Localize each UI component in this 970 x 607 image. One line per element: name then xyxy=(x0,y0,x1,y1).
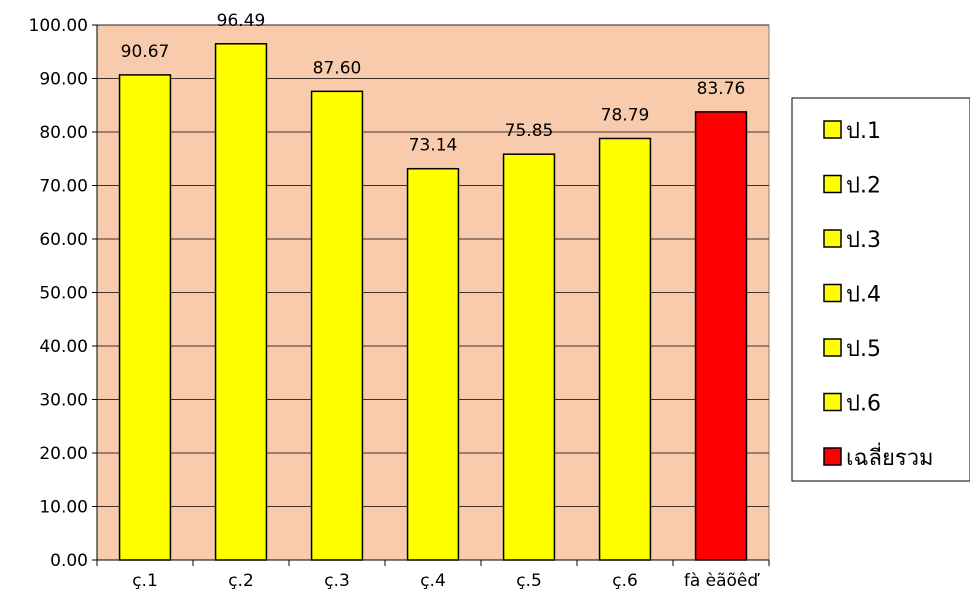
x-tick-label: ç.2 xyxy=(228,571,254,591)
bar xyxy=(502,153,556,561)
x-tick-label: ç.5 xyxy=(516,571,542,591)
x-tick-label: fà èãõêď xyxy=(684,571,761,591)
y-tick-label: 50.00 xyxy=(39,284,88,304)
bar xyxy=(310,90,364,561)
bar xyxy=(406,167,460,561)
legend-label: ป.6 xyxy=(846,392,881,417)
legend-swatch xyxy=(823,120,842,139)
data-label: 83.76 xyxy=(697,79,746,99)
legend-label: เฉลี่ยรวม xyxy=(846,442,934,471)
y-tick-label: 70.00 xyxy=(39,177,88,197)
legend-swatch xyxy=(823,229,842,248)
y-tick-label: 0.00 xyxy=(50,551,88,571)
y-tick-label: 90.00 xyxy=(39,70,88,90)
y-tick-label: 30.00 xyxy=(39,391,88,411)
x-tick-label: ç.4 xyxy=(420,571,446,591)
legend-label: ป.2 xyxy=(846,174,881,199)
y-tick-label: 80.00 xyxy=(39,123,88,143)
data-label: 90.67 xyxy=(121,42,170,62)
bar xyxy=(118,74,172,561)
bar xyxy=(694,111,748,561)
legend-swatch xyxy=(823,338,842,357)
legend-label: ป.5 xyxy=(846,337,881,362)
x-tick-label: ç.3 xyxy=(324,571,350,591)
x-tick-label: ç.1 xyxy=(132,571,158,591)
bar xyxy=(214,43,268,561)
legend-swatch xyxy=(823,174,842,194)
legend-swatch xyxy=(823,392,842,412)
legend-box xyxy=(791,97,970,482)
y-tick-label: 100.00 xyxy=(29,16,88,36)
y-tick-label: 10.00 xyxy=(39,498,88,518)
y-tick-label: 20.00 xyxy=(39,444,88,464)
data-label: 73.14 xyxy=(409,136,458,156)
y-tick-label: 60.00 xyxy=(39,230,88,250)
legend-label: ป.4 xyxy=(846,283,881,308)
legend-swatch xyxy=(823,447,842,466)
y-tick-label: 40.00 xyxy=(39,337,88,357)
legend-label: ป.3 xyxy=(846,228,881,253)
legend-swatch xyxy=(823,283,842,303)
data-label: 96.49 xyxy=(217,11,266,31)
data-label: 75.85 xyxy=(505,121,554,141)
data-label: 78.79 xyxy=(601,105,650,125)
data-label: 87.60 xyxy=(313,58,362,78)
x-tick-label: ç.6 xyxy=(612,571,638,591)
legend-label: ป.1 xyxy=(846,119,881,144)
bar xyxy=(598,137,652,561)
